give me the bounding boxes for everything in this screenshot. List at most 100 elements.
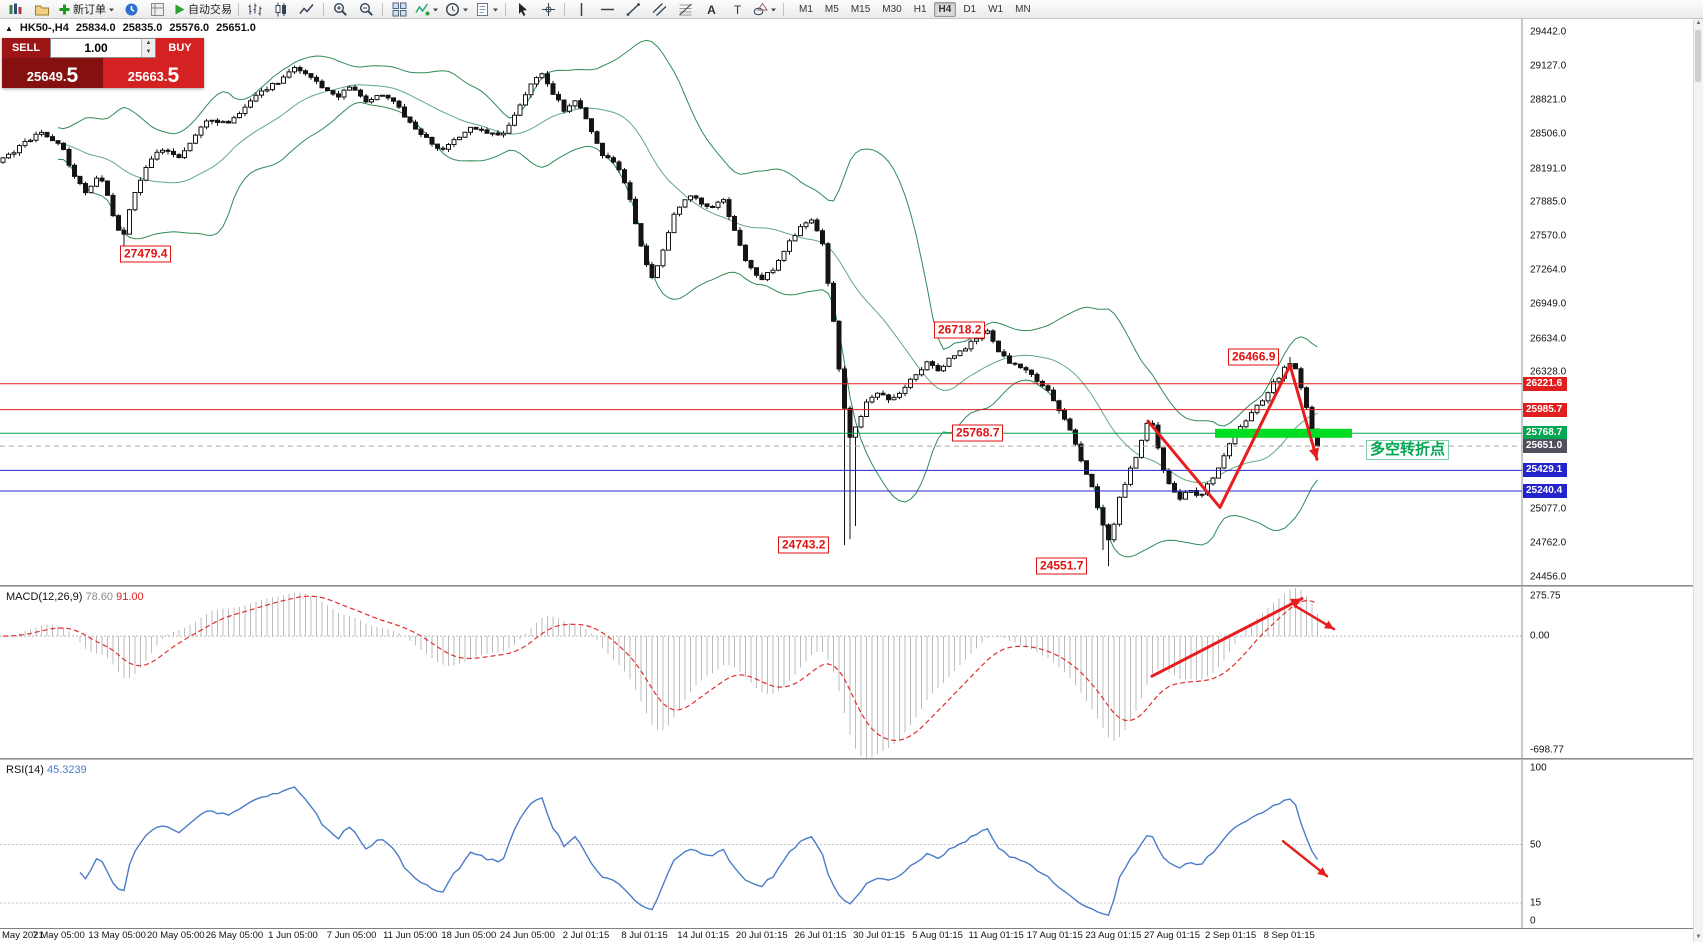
templates-icon[interactable] (472, 0, 502, 19)
timeframe-d1[interactable]: D1 (963, 3, 977, 15)
horizontal-line-icon[interactable] (594, 0, 620, 19)
scroll-down-icon[interactable]: ▼ (1695, 934, 1702, 940)
time-axis-label: 26 May 05:00 (205, 930, 264, 941)
navigator-icon[interactable] (144, 0, 170, 19)
profiles-icon[interactable] (29, 0, 55, 19)
panel-splitter-macd[interactable] (0, 585, 1703, 587)
symbol-period: HK50-,H4 (19, 22, 69, 34)
ohlc-low: 25576.0 (169, 22, 210, 34)
vertical-line-icon[interactable] (568, 0, 594, 19)
trendline-icon[interactable] (620, 0, 646, 19)
time-axis-label: 23 Aug 01:15 (1085, 930, 1142, 941)
price-tag-25768.7[interactable]: 25768.7 (1523, 426, 1568, 441)
new-order-button[interactable]: 新订单 (55, 0, 118, 19)
toolbar-separator (323, 2, 324, 16)
price-tick-label: 29127.0 (1530, 60, 1567, 72)
price-tag-26221.6[interactable]: 26221.6 (1523, 376, 1568, 391)
shapes-icon[interactable] (750, 0, 780, 19)
rsi-scale-label: 50 (1530, 839, 1542, 850)
time-axis-label: 27 Aug 01:15 (1144, 930, 1200, 941)
timeframe-m5[interactable]: M5 (824, 3, 839, 15)
timeframe-h4[interactable]: H4 (933, 1, 957, 17)
autotrade-button[interactable]: 自动交易 (170, 0, 235, 19)
fibonacci-icon[interactable] (672, 0, 698, 19)
channel-icon[interactable] (646, 0, 672, 19)
time-axis-label: 26 Jul 01:15 (794, 930, 847, 941)
cursor-icon[interactable] (509, 0, 535, 19)
time-axis-label: 2 Sep 01:15 (1204, 930, 1257, 941)
panel-splitter-rsi[interactable] (0, 758, 1703, 760)
time-axis-label: 8 Jul 01:15 (621, 930, 668, 941)
time-axis-label: 24 Jun 05:00 (499, 930, 555, 941)
zoom-in-icon[interactable] (327, 0, 353, 19)
price-tick-label: 28821.0 (1530, 94, 1567, 106)
ohlc-open: 25834.0 (75, 22, 116, 34)
time-axis-label: 1 Jun 05:00 (268, 930, 318, 941)
macd-histogram (8, 588, 1318, 758)
market-watch-icon[interactable] (118, 0, 144, 19)
trend-arrow-rsi-0[interactable] (1281, 839, 1329, 878)
line-chart-icon[interactable] (294, 0, 320, 19)
price-annotation[interactable]: 26718.2 (934, 321, 986, 338)
text-icon[interactable]: A (698, 0, 724, 19)
volume-up-icon[interactable]: ▲ (142, 39, 155, 48)
ohlc-close: 25651.0 (216, 22, 256, 34)
price-tick-label: 26634.0 (1530, 333, 1567, 345)
one-click-trading-panel: SELL ▲ ▼ BUY 25649.5 25663.5 (2, 38, 204, 88)
price-tag-25651.0[interactable]: 25651.0 (1523, 439, 1568, 454)
scroll-up-icon[interactable]: ▲ (1695, 20, 1702, 26)
bollinger-middle-band (57, 84, 1318, 484)
price-tag-25429.1[interactable]: 25429.1 (1523, 463, 1568, 478)
vertical-scrollbar[interactable]: ▲ ▼ (1693, 19, 1703, 942)
crosshair-icon[interactable] (535, 0, 561, 19)
timeframe-h1[interactable]: H1 (913, 3, 927, 15)
indicators-icon[interactable] (412, 0, 442, 19)
rsi-label: RSI(14) 45.3239 (6, 764, 87, 776)
time-axis-label: 18 Jun 05:00 (441, 930, 497, 941)
time-axis-label: 20 May 05:00 (147, 930, 205, 941)
candle-bodies-up (0, 67, 1293, 541)
volume-down-icon[interactable]: ▼ (142, 48, 155, 57)
chart-text-note[interactable]: 多空转折点 (1366, 440, 1450, 460)
new-chart-icon[interactable] (3, 0, 29, 19)
price-annotation[interactable]: 24743.2 (778, 536, 830, 554)
time-axis-label: 5 Aug 01:15 (912, 930, 963, 941)
candlestick-icon[interactable] (268, 0, 294, 19)
sell-price[interactable]: 25649. 5 (2, 58, 103, 88)
sell-button[interactable]: SELL (2, 38, 50, 58)
periods-icon[interactable] (442, 0, 472, 19)
price-annotation[interactable]: 27479.4 (120, 245, 172, 263)
green-support-zone[interactable] (1215, 428, 1352, 438)
rsi-scale-label: 15 (1530, 897, 1542, 909)
timeframe-m1[interactable]: M1 (799, 3, 813, 15)
timeframe-m30[interactable]: M30 (882, 3, 902, 15)
price-annotation[interactable]: 26466.9 (1228, 348, 1280, 366)
trend-arrow-macd-0[interactable] (1150, 597, 1304, 678)
trend-arrow-macd-1-head (1324, 620, 1334, 630)
time-axis-label: 8 Sep 01:15 (1263, 930, 1315, 941)
price-annotation[interactable]: 24551.7 (1036, 557, 1088, 575)
volume-input[interactable] (51, 39, 141, 57)
price-tag-25240.4[interactable]: 25240.4 (1523, 483, 1568, 498)
label-icon[interactable]: T (724, 0, 750, 19)
trend-arrow-main-0[interactable] (1146, 363, 1319, 509)
timeframe-m15[interactable]: M15 (850, 3, 871, 15)
zoom-out-icon[interactable] (353, 0, 379, 19)
buy-price[interactable]: 25663. 5 (103, 58, 204, 88)
trend-arrow-rsi-0-head (1317, 867, 1327, 877)
tile-windows-icon[interactable] (386, 0, 412, 19)
price-tag-25985.7[interactable]: 25985.7 (1523, 402, 1568, 417)
price-annotation[interactable]: 25768.7 (952, 424, 1004, 442)
buy-button[interactable]: BUY (156, 38, 204, 58)
macd-scale-label: 0.00 (1530, 630, 1550, 642)
time-axis-label: 17 Aug 01:15 (1026, 930, 1083, 941)
macd-signal-line (2, 595, 1318, 742)
timeframe-w1[interactable]: W1 (988, 3, 1004, 15)
time-axis-label: 14 Jul 01:15 (677, 930, 730, 941)
bar-chart-icon[interactable] (242, 0, 268, 19)
toolbar: 新订单 自动交易 A T M1 M5 M15 M30 H1 H4 D1 W1 MN (0, 0, 1703, 19)
timeframe-mn[interactable]: MN (1015, 3, 1031, 15)
scrollbar-thumb[interactable] (1695, 30, 1701, 82)
one-click-toggle-icon[interactable]: ▲ (5, 23, 13, 33)
